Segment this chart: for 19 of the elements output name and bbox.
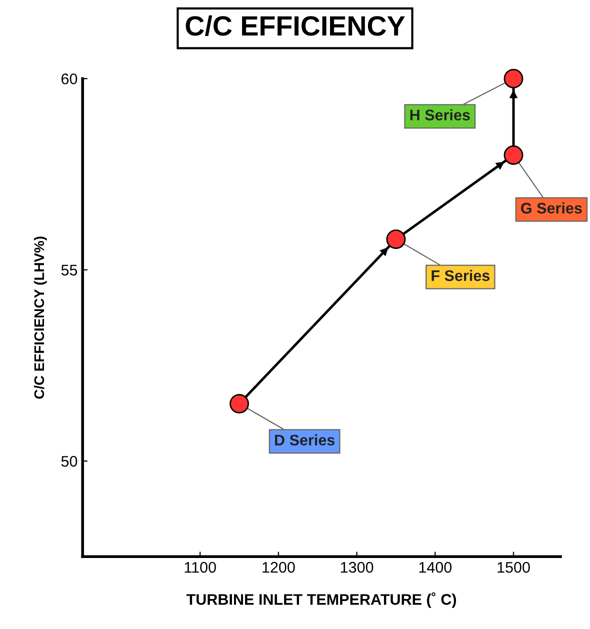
point — [230, 394, 250, 414]
annotation: G Series — [521, 202, 582, 214]
annotation: F Series — [432, 270, 490, 282]
chart-title: C/C EFFICIENCY — [186, 15, 405, 36]
annotation: D Series — [275, 434, 335, 446]
y-axis-title: C/C EFFICIENCY (LHV%) — [34, 236, 47, 399]
point — [386, 230, 406, 249]
point — [504, 68, 524, 88]
annotation: H Series — [410, 109, 470, 120]
x-tick-label: 1200 — [262, 562, 295, 573]
point — [504, 145, 524, 165]
y-tick-label: 55 — [61, 264, 78, 276]
x-tick-label: 1300 — [340, 562, 374, 573]
x-tick-label: 1100 — [184, 562, 216, 573]
x-tick-label: 1400 — [419, 562, 452, 573]
x-tick-label: 1500 — [498, 562, 530, 573]
y-tick-label: 50 — [61, 456, 78, 467]
x-axis-title: TURBINE INLET TEMPERATURE (˚ C) — [186, 592, 456, 608]
y-tick-label: 60 — [62, 73, 78, 84]
